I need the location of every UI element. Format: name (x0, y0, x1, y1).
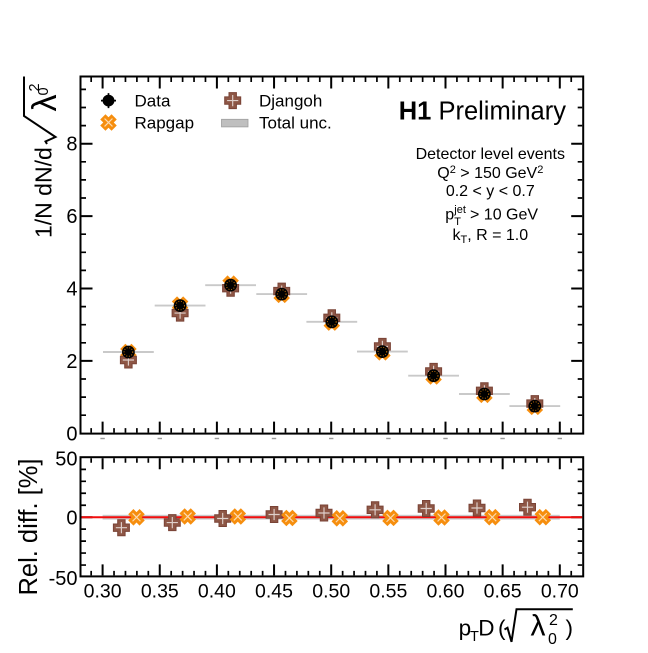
svg-text:p: p (445, 207, 454, 224)
svg-text:0.60: 0.60 (427, 581, 465, 603)
svg-text:0.30: 0.30 (84, 581, 122, 603)
svg-text:Q2 > 150 GeV2: Q2 > 150 GeV2 (437, 164, 543, 182)
svg-text:-50: -50 (49, 568, 78, 590)
svg-text:0.35: 0.35 (141, 581, 179, 603)
svg-text:2: 2 (27, 83, 43, 91)
svg-text:Rel. diff. [%]: Rel. diff. [%] (15, 458, 43, 595)
svg-text:Detector level events: Detector level events (416, 146, 565, 163)
svg-text:2: 2 (66, 351, 77, 373)
svg-text:Djangoh: Djangoh (259, 92, 322, 111)
svg-text:> 10 GeV: > 10 GeV (470, 207, 538, 224)
svg-text:0.45: 0.45 (255, 581, 293, 603)
svg-text:0: 0 (548, 631, 557, 648)
svg-text:H1 Preliminary: H1 Preliminary (399, 98, 566, 126)
svg-text:λ: λ (26, 95, 64, 112)
svg-text:D: D (478, 615, 494, 640)
svg-text:(: ( (498, 615, 506, 640)
svg-text:6: 6 (66, 206, 77, 228)
svg-text:2: 2 (549, 612, 558, 629)
svg-text:): ) (566, 615, 574, 640)
svg-text:T: T (470, 629, 479, 645)
svg-text:0.2 < y < 0.7: 0.2 < y < 0.7 (446, 183, 535, 200)
svg-text:jet: jet (453, 204, 466, 216)
svg-text:0: 0 (66, 508, 77, 530)
svg-text:0.70: 0.70 (541, 581, 579, 603)
svg-text:0.55: 0.55 (369, 581, 407, 603)
svg-text:0: 0 (36, 87, 52, 95)
svg-text:0: 0 (66, 423, 77, 445)
svg-text:λ: λ (531, 609, 546, 642)
svg-text:Total unc.: Total unc. (259, 113, 332, 132)
svg-text:Rapgap: Rapgap (135, 113, 195, 132)
svg-text:0.65: 0.65 (484, 581, 522, 603)
svg-text:kT, R = 1.0: kT, R = 1.0 (452, 227, 528, 246)
svg-text:T: T (454, 216, 461, 228)
svg-text:0.50: 0.50 (312, 581, 350, 603)
svg-text:50: 50 (55, 449, 77, 471)
svg-text:8: 8 (66, 134, 77, 156)
svg-text:4: 4 (66, 279, 77, 301)
svg-text:0.40: 0.40 (198, 581, 236, 603)
svg-text:1/N dN/d: 1/N dN/d (31, 147, 57, 238)
svg-text:p: p (459, 615, 472, 640)
svg-text:Data: Data (135, 92, 171, 111)
